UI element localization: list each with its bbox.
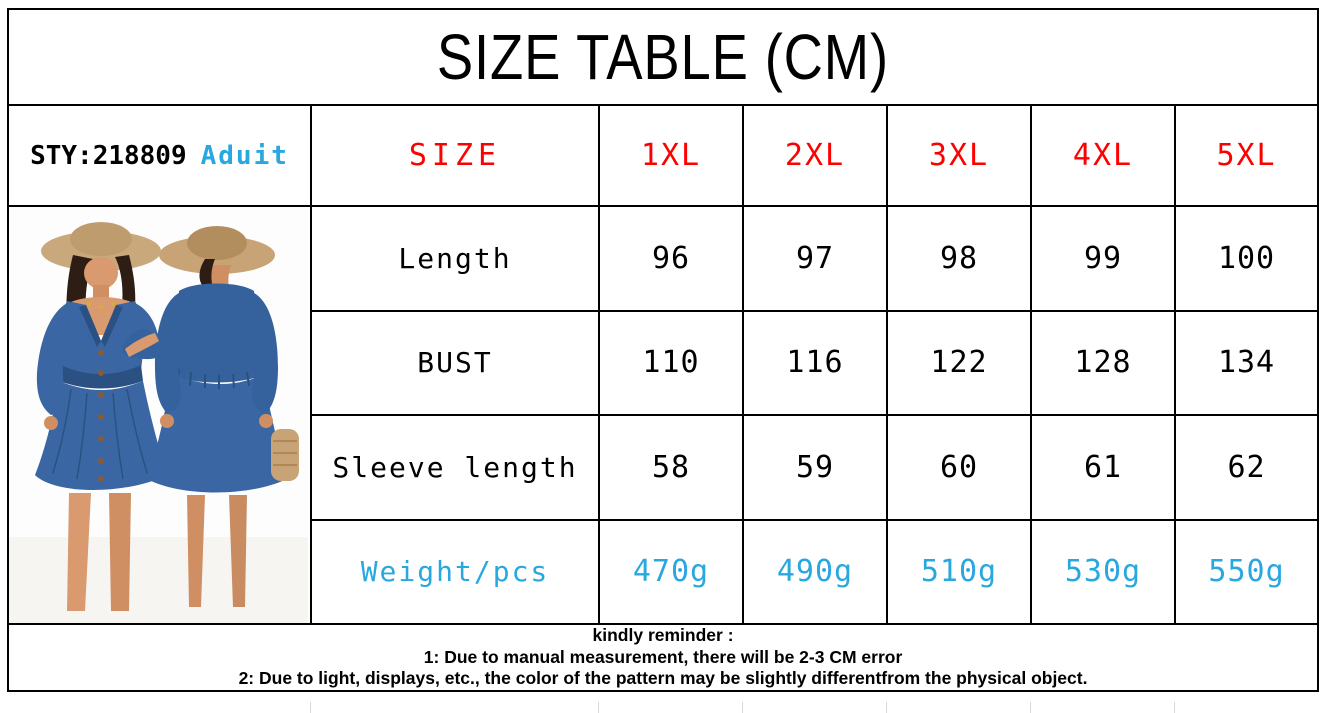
weight-3xl: 510g <box>886 518 1032 625</box>
model-back-view <box>147 226 299 607</box>
fit-label: Aduit <box>200 140 289 171</box>
reminder-line-2: 2: Due to light, displays, etc., the col… <box>238 668 1088 688</box>
bust-5xl: 134 <box>1173 309 1320 416</box>
sleeve-3xl: 60 <box>886 414 1032 521</box>
size-column-5xl: 5XL <box>1173 104 1320 207</box>
row-label-sleeve-length: Sleeve length <box>310 414 600 521</box>
style-number-cell: STY:218809 Aduit <box>7 104 312 207</box>
table-title: SIZE TABLE (CM) <box>6 8 1320 106</box>
size-table: SIZE TABLE (CM) STY:218809 Aduit SIZE 1XL… <box>6 8 1320 692</box>
spreadsheet-gridline-strip <box>0 701 1325 713</box>
sheet-gridline <box>1030 702 1031 713</box>
kindly-reminder-note: kindly reminder : 1: Due to manual measu… <box>6 623 1320 692</box>
size-column-1xl: 1XL <box>598 104 744 207</box>
table-row: Sleeve length 58 59 60 61 62 <box>8 414 1320 521</box>
length-3xl: 98 <box>886 205 1032 312</box>
weight-4xl: 530g <box>1030 518 1176 625</box>
weight-5xl: 550g <box>1173 518 1320 625</box>
sheet-gridline <box>742 702 743 713</box>
weight-1xl: 470g <box>598 518 744 625</box>
sheet-gridline <box>1174 702 1175 713</box>
sleeve-5xl: 62 <box>1173 414 1320 521</box>
product-photo <box>7 205 312 625</box>
row-label-weight-pcs: Weight/pcs <box>310 518 600 625</box>
table-row: BUST 110 116 122 128 134 <box>8 309 1320 416</box>
sheet-gridline <box>310 702 311 713</box>
sleeve-2xl: 59 <box>742 414 888 521</box>
length-1xl: 96 <box>598 205 744 312</box>
row-label-length: Length <box>310 205 600 312</box>
sleeve-4xl: 61 <box>1030 414 1176 521</box>
length-2xl: 97 <box>742 205 888 312</box>
sleeve-1xl: 58 <box>598 414 744 521</box>
style-number: STY:218809 <box>30 140 187 171</box>
reminder-heading: kindly reminder : <box>592 625 734 645</box>
table-title-text: SIZE TABLE (CM) <box>437 21 890 93</box>
reminder-line-1: 1: Due to manual measurement, there will… <box>423 646 903 667</box>
length-4xl: 99 <box>1030 205 1176 312</box>
table-row: Weight/pcs 470g 490g 510g 530g 550g <box>8 518 1320 625</box>
weight-2xl: 490g <box>742 518 888 625</box>
size-column-2xl: 2XL <box>742 104 888 207</box>
bust-3xl: 122 <box>886 309 1032 416</box>
bust-2xl: 116 <box>742 309 888 416</box>
model-front-view <box>35 222 167 611</box>
table-row: Length 96 97 98 99 100 <box>7 205 1320 625</box>
bust-4xl: 128 <box>1030 309 1176 416</box>
sheet-gridline <box>598 702 599 713</box>
size-header-cell: SIZE <box>310 104 600 207</box>
length-5xl: 100 <box>1173 205 1320 312</box>
size-column-4xl: 4XL <box>1030 104 1176 207</box>
size-column-3xl: 3XL <box>886 104 1032 207</box>
sheet-gridline <box>886 702 887 713</box>
product-photo-illustration <box>10 208 308 622</box>
row-label-bust: BUST <box>310 309 600 416</box>
bust-1xl: 110 <box>598 309 744 416</box>
